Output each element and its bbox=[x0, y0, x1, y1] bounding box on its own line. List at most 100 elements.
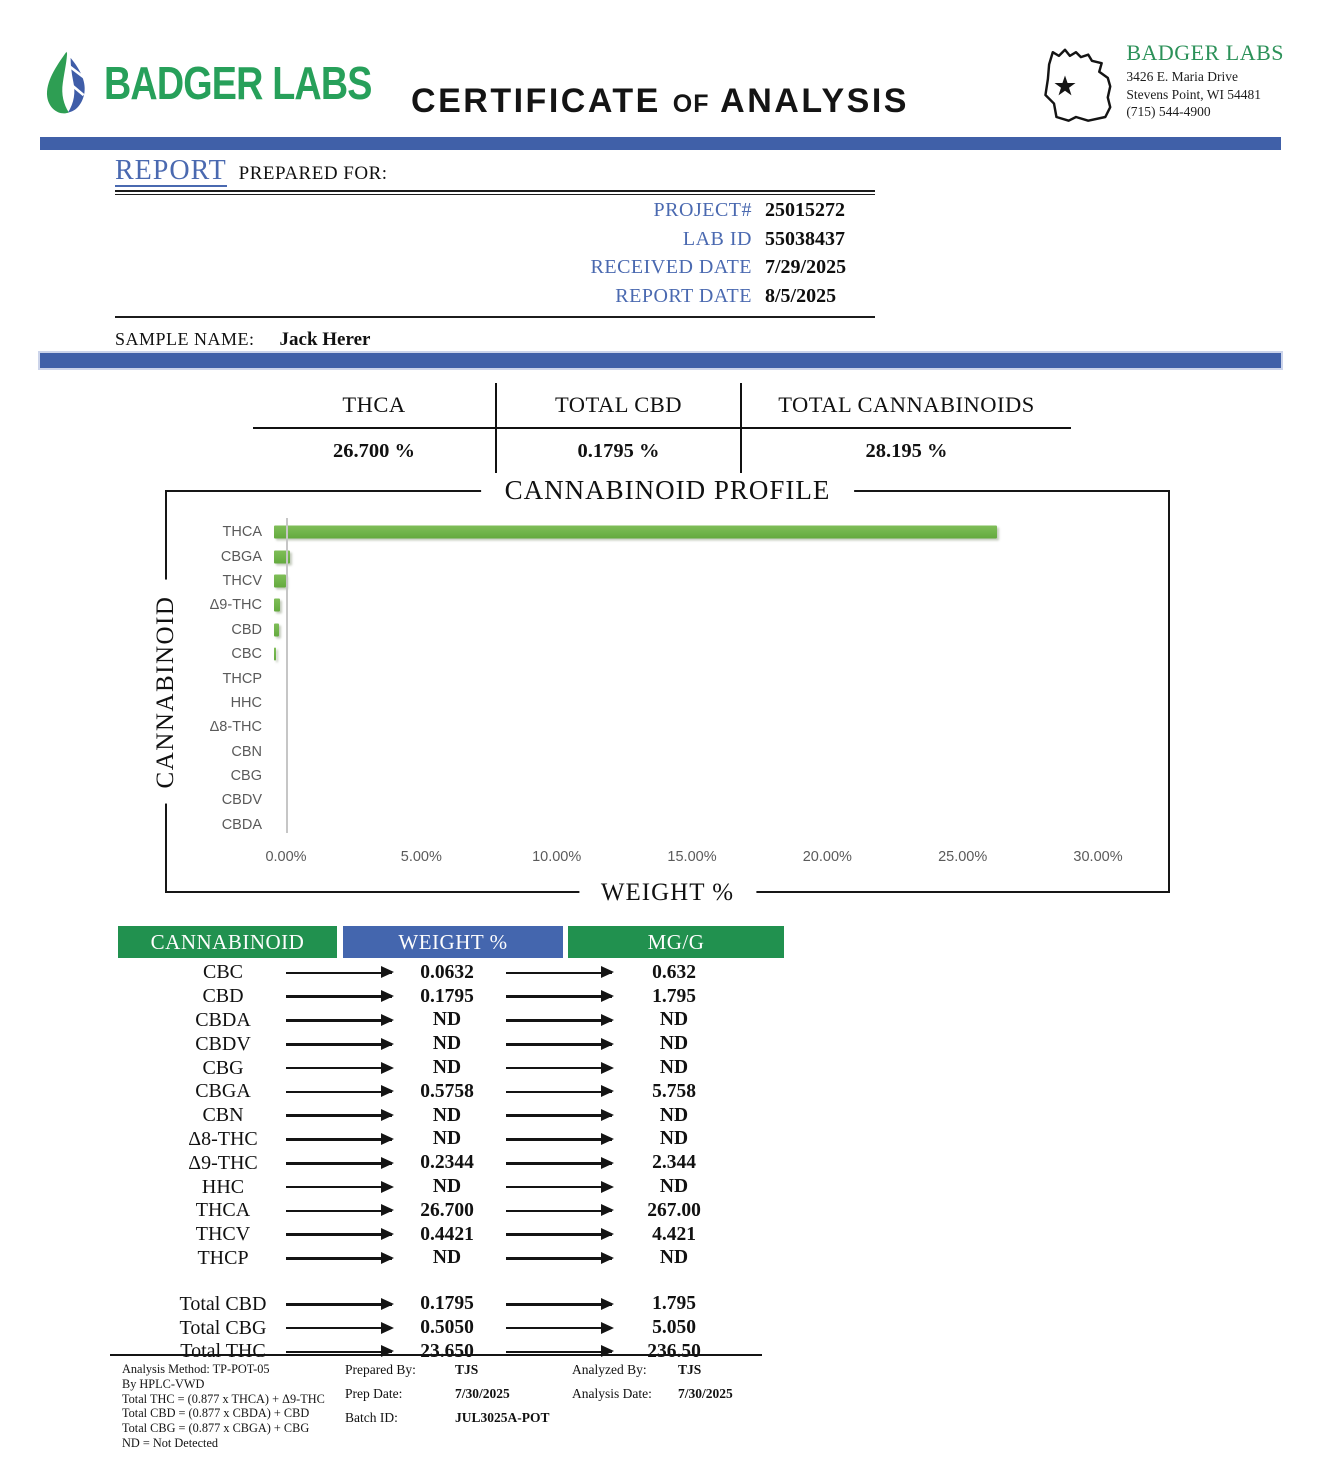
chart-bar-track bbox=[274, 769, 1086, 783]
summary-stat-value: 0.1795 % bbox=[577, 439, 660, 462]
arrow-icon bbox=[286, 1205, 394, 1216]
footer-rule bbox=[110, 1354, 762, 1356]
footer: Analysis Method: TP-POT-05 By HPLC-VWD T… bbox=[122, 1362, 733, 1451]
table-total-row: Total THC 23.650 236.50 bbox=[118, 1340, 784, 1364]
arrow-icon bbox=[506, 1038, 614, 1049]
summary-stat-label: TOTAL CBD bbox=[497, 383, 740, 429]
mgg-value: ND bbox=[659, 1009, 689, 1031]
footer-kv-row: Analyzed By: TJS bbox=[572, 1362, 733, 1378]
chart-plot-area: THCA CBGA THCV Δ9-THC bbox=[169, 520, 1158, 837]
chart-tick-label: 10.00% bbox=[532, 849, 582, 865]
table-header-row: CANNABINOID WEIGHT % MG/G bbox=[118, 926, 784, 958]
chart-bar-row: Δ9-THC bbox=[169, 593, 1158, 617]
arrow-icon bbox=[286, 1181, 394, 1192]
badger-labs-logo: BADGER LABS bbox=[42, 48, 430, 118]
analyte-name: CBG bbox=[202, 1056, 244, 1079]
summary-stat-value: 28.195 % bbox=[865, 439, 948, 462]
report-field-row: REPORT DATE 8/5/2025 bbox=[115, 285, 875, 314]
chart-bar-row: CBG bbox=[169, 764, 1158, 788]
field-value: 8/5/2025 bbox=[765, 284, 837, 307]
table-total-row: Total CBD 0.1795 1.795 bbox=[118, 1292, 784, 1316]
table-totals: Total CBD 0.1795 1.795 Total CBG 0.5050 … bbox=[118, 1292, 784, 1363]
chart-category-label: CBDV bbox=[221, 792, 262, 809]
summary-stat: TOTAL CANNABINOIDS 28.195 % bbox=[740, 383, 1071, 473]
wisconsin-map-icon bbox=[1044, 48, 1112, 122]
chart-bar-track bbox=[274, 550, 1086, 564]
footer-kv-row: Analysis Date: 7/30/2025 bbox=[572, 1386, 733, 1402]
arrow-icon bbox=[506, 991, 614, 1002]
arrow-icon bbox=[286, 1133, 394, 1144]
star-icon bbox=[1054, 75, 1076, 96]
table-header-mgg: MG/G bbox=[568, 926, 784, 958]
footer-label: Prepared By: bbox=[345, 1362, 416, 1377]
title-word-analysis: ANALYSIS bbox=[720, 82, 909, 120]
arrow-icon bbox=[286, 1346, 394, 1357]
chart-category-label: CBN bbox=[231, 743, 262, 760]
table-row: CBD 0.1795 1.795 bbox=[118, 985, 784, 1009]
lab-name: BADGER LABS bbox=[1126, 40, 1284, 65]
chart-bar-row: CBDA bbox=[169, 813, 1158, 837]
chart-x-axis-ticks: 0.00% 5.00% 10.00% 15.00% 20.00% 25.00% … bbox=[265, 849, 1122, 867]
analyte-name: CBGA bbox=[195, 1080, 251, 1103]
double-rule bbox=[115, 190, 875, 196]
lab-phone: (715) 544-4900 bbox=[1126, 104, 1211, 120]
total-name: Total CBD bbox=[179, 1292, 267, 1315]
weight-value: ND bbox=[432, 1104, 462, 1126]
field-value: 7/29/2025 bbox=[765, 256, 847, 279]
table-row: HHC ND ND bbox=[118, 1175, 784, 1199]
chart-zero-axis-line bbox=[286, 518, 288, 833]
arrow-icon bbox=[286, 1110, 394, 1121]
arrow-icon bbox=[506, 1110, 614, 1121]
mgg-value: ND bbox=[659, 1128, 689, 1150]
arrow-icon bbox=[286, 1229, 394, 1240]
chart-bar-row: CBDV bbox=[169, 788, 1158, 812]
report-field-row: LAB ID 55038437 bbox=[115, 228, 875, 257]
chart-bar bbox=[274, 647, 276, 661]
table-row: CBG ND ND bbox=[118, 1056, 784, 1080]
chart-bar-track bbox=[274, 525, 1086, 539]
chart-bar-row: CBD bbox=[169, 618, 1158, 642]
mgg-value: ND bbox=[659, 1057, 689, 1079]
summary-stat-value: 26.700 % bbox=[333, 439, 415, 462]
field-label: LAB ID bbox=[682, 227, 752, 250]
chart-tick-label: 0.00% bbox=[265, 849, 307, 865]
summary-stats: THCA 26.700 % TOTAL CBD 0.1795 % TOTAL C… bbox=[253, 383, 1071, 473]
divider-bar-top bbox=[40, 137, 1281, 150]
report-field-row: RECEIVED DATE 7/29/2025 bbox=[115, 256, 875, 285]
arrow-icon bbox=[286, 1157, 394, 1168]
report-field-row: PROJECT# 25015272 bbox=[115, 199, 875, 228]
chart-bar bbox=[274, 598, 281, 612]
arrow-icon bbox=[506, 1229, 614, 1240]
arrow-icon bbox=[506, 1157, 614, 1168]
table-row: THCP ND ND bbox=[118, 1247, 784, 1271]
arrow-icon bbox=[286, 1252, 394, 1263]
table-row: CBGA 0.5758 5.758 bbox=[118, 1080, 784, 1104]
mgg-value: 0.632 bbox=[652, 961, 696, 983]
field-value: 25015272 bbox=[765, 199, 845, 222]
arrow-icon bbox=[506, 967, 614, 978]
chart-category-label: THCP bbox=[222, 670, 262, 687]
chart-category-label: CBC bbox=[231, 646, 262, 663]
chart-category-label: CBG bbox=[230, 768, 262, 785]
footer-value: JUL3025A-POT bbox=[455, 1410, 550, 1425]
report-heading: REPORT bbox=[115, 155, 227, 188]
chart-category-label: Δ8-THC bbox=[209, 719, 262, 736]
total-weight-value: 0.1795 bbox=[420, 1293, 474, 1315]
table-total-row: Total CBG 0.5050 5.050 bbox=[118, 1316, 784, 1340]
weight-value: 0.5758 bbox=[420, 1080, 474, 1102]
chart-title: CANNABINOID PROFILE bbox=[480, 474, 855, 506]
total-name: Total THC bbox=[180, 1340, 266, 1363]
analyte-name: HHC bbox=[201, 1175, 245, 1198]
table-header-cannabinoid: CANNABINOID bbox=[118, 926, 337, 958]
single-rule bbox=[115, 316, 875, 319]
analyte-name: CBDA bbox=[195, 1008, 251, 1031]
mgg-value: ND bbox=[659, 1033, 689, 1055]
total-mgg-value: 1.795 bbox=[652, 1293, 696, 1315]
arrow-icon bbox=[506, 1062, 614, 1073]
report-info-section: REPORT PREPARED FOR: PROJECT# 25015272 L… bbox=[115, 156, 875, 351]
chart-bar-track bbox=[274, 696, 1086, 710]
mgg-value: ND bbox=[659, 1247, 689, 1269]
chart-bar bbox=[274, 574, 286, 588]
chart-bar-track bbox=[274, 720, 1086, 734]
mgg-value: 4.421 bbox=[652, 1223, 696, 1245]
